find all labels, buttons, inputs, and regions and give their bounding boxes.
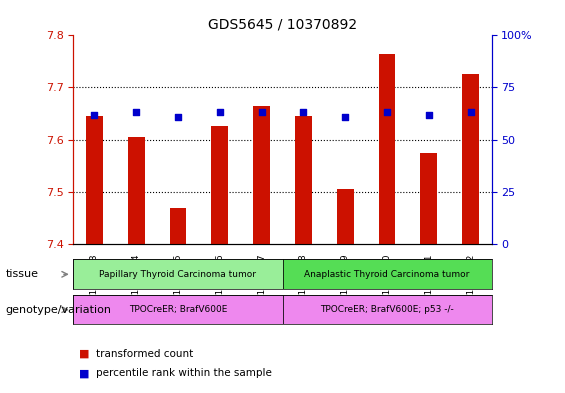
- Text: Papillary Thyroid Carcinoma tumor: Papillary Thyroid Carcinoma tumor: [99, 270, 257, 279]
- Text: GDS5645 / 10370892: GDS5645 / 10370892: [208, 18, 357, 32]
- Bar: [128, 137, 145, 244]
- Text: ■: ■: [79, 349, 90, 359]
- Point: [299, 109, 308, 116]
- Point: [257, 109, 266, 116]
- Point: [466, 109, 475, 116]
- Point: [424, 111, 433, 118]
- Bar: [86, 116, 103, 244]
- Point: [132, 109, 141, 116]
- Text: TPOCreER; BrafV600E; p53 -/-: TPOCreER; BrafV600E; p53 -/-: [320, 305, 454, 314]
- Text: Anaplastic Thyroid Carcinoma tumor: Anaplastic Thyroid Carcinoma tumor: [305, 270, 470, 279]
- Bar: [282, 295, 492, 324]
- Bar: [337, 189, 354, 244]
- Bar: [420, 152, 437, 244]
- Point: [90, 111, 99, 118]
- Text: tissue: tissue: [6, 269, 38, 279]
- Bar: [170, 208, 186, 244]
- Text: ■: ■: [79, 368, 90, 378]
- Bar: [73, 259, 282, 289]
- Text: transformed count: transformed count: [96, 349, 193, 359]
- Bar: [379, 53, 395, 244]
- Bar: [211, 127, 228, 244]
- Bar: [73, 295, 282, 324]
- Text: percentile rank within the sample: percentile rank within the sample: [96, 368, 272, 378]
- Bar: [253, 106, 270, 244]
- Bar: [282, 259, 492, 289]
- Point: [383, 109, 392, 116]
- Point: [173, 114, 182, 120]
- Text: genotype/variation: genotype/variation: [6, 305, 112, 315]
- Point: [215, 109, 224, 116]
- Text: TPOCreER; BrafV600E: TPOCreER; BrafV600E: [129, 305, 227, 314]
- Bar: [295, 116, 312, 244]
- Bar: [462, 74, 479, 244]
- Point: [341, 114, 350, 120]
